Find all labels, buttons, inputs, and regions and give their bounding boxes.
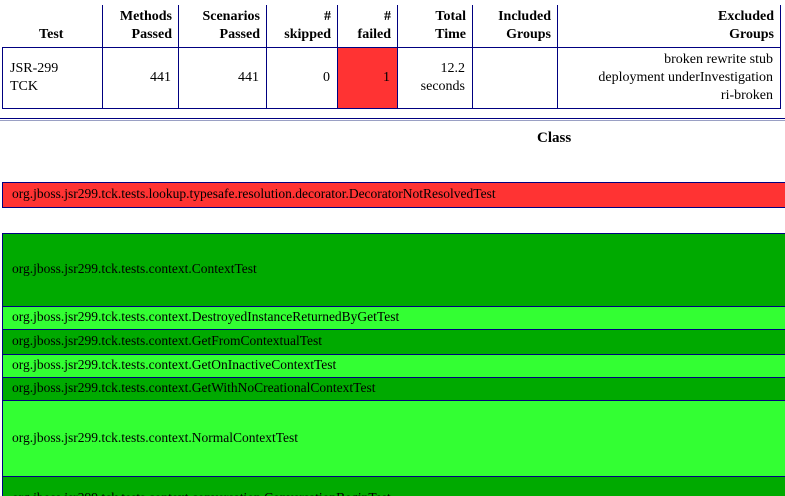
- header-line: Excluded: [717, 9, 774, 24]
- class-name-label: org.jboss.jsr299.tck.tests.context.Norma…: [12, 429, 299, 445]
- header-line: Groups: [729, 26, 774, 42]
- class-result-bar: org.jboss.jsr299.tck.tests.context.Conte…: [2, 232, 785, 307]
- header-num-failed: # failed: [337, 5, 398, 48]
- class-result-bar: org.jboss.jsr299.tck.tests.context.conve…: [2, 475, 785, 496]
- class-result-bar: org.jboss.jsr299.tck.tests.context.GetWi…: [2, 376, 785, 401]
- cell-total-time: 12.2 seconds: [397, 47, 473, 109]
- test-name-line: TCK: [10, 79, 38, 94]
- header-line: #: [324, 9, 331, 24]
- class-name-label: org.jboss.jsr299.tck.tests.context.GetFr…: [12, 333, 323, 349]
- header-scenarios-passed: Scenarios Passed: [178, 5, 267, 48]
- excluded-group-line: ri-broken: [720, 88, 773, 104]
- header-line: failed: [357, 26, 391, 42]
- header-num-skipped: # skipped: [266, 5, 338, 48]
- passed-classes-list: org.jboss.jsr299.tck.tests.context.Conte…: [0, 232, 785, 496]
- class-result-bar: org.jboss.jsr299.tck.tests.context.Norma…: [2, 399, 785, 477]
- class-result-bar-failed: org.jboss.jsr299.tck.tests.lookup.typesa…: [2, 181, 785, 208]
- header-methods-passed: Methods Passed: [102, 5, 179, 48]
- summary-table: Test Methods Passed Scenarios Passed # s…: [2, 5, 781, 109]
- test-name-line: JSR-299: [10, 60, 59, 76]
- header-line: Test: [39, 26, 64, 42]
- class-result-bar: org.jboss.jsr299.tck.tests.context.Destr…: [2, 305, 785, 330]
- class-result-bar: org.jboss.jsr299.tck.tests.context.GetFr…: [2, 328, 785, 355]
- cell-num-failed: 1: [337, 47, 398, 109]
- class-name-label: org.jboss.jsr299.tck.tests.lookup.typesa…: [12, 186, 496, 202]
- cell-excluded-groups: broken rewrite stub deployment underInve…: [557, 47, 781, 109]
- summary-data-row: JSR-299 TCK 441 441 0 1 12.2 seconds bro…: [2, 47, 781, 109]
- header-test: Test: [2, 5, 103, 48]
- header-line: Time: [435, 26, 466, 42]
- class-column-heading: Class: [537, 130, 572, 146]
- header-line: Scenarios: [202, 9, 260, 24]
- cell-num-skipped: 0: [266, 47, 338, 109]
- header-line: #: [384, 9, 391, 24]
- header-line: Methods: [119, 9, 172, 24]
- total-time-line: 12.2: [440, 60, 466, 76]
- header-line: Passed: [131, 26, 172, 42]
- class-name-label: org.jboss.jsr299.tck.tests.context.Destr…: [12, 309, 400, 325]
- class-result-bar: org.jboss.jsr299.tck.tests.context.GetOn…: [2, 353, 785, 378]
- class-name-label: org.jboss.jsr299.tck.tests.context.conve…: [12, 490, 391, 496]
- header-line: Included: [498, 9, 551, 24]
- total-time-line: seconds: [420, 79, 465, 94]
- header-total-time: Total Time: [397, 5, 473, 48]
- header-line: Groups: [506, 26, 551, 42]
- header-included-groups: Included Groups: [472, 5, 558, 48]
- class-name-label: org.jboss.jsr299.tck.tests.context.GetOn…: [12, 357, 337, 373]
- header-line: Passed: [219, 26, 260, 42]
- cell-included-groups: [472, 47, 558, 109]
- excluded-group-line: deployment underInvestigation: [598, 69, 773, 85]
- cell-scenarios-passed: 441: [178, 47, 267, 109]
- header-excluded-groups: Excluded Groups: [557, 5, 781, 48]
- summary-header-row: Test Methods Passed Scenarios Passed # s…: [2, 5, 781, 48]
- header-line: skipped: [284, 26, 331, 42]
- class-name-label: org.jboss.jsr299.tck.tests.context.GetWi…: [12, 380, 376, 396]
- cell-test-name: JSR-299 TCK: [2, 47, 103, 109]
- header-line: Total: [435, 9, 466, 24]
- class-name-label: org.jboss.jsr299.tck.tests.context.Conte…: [12, 261, 257, 277]
- excluded-group-line: broken rewrite stub: [664, 51, 773, 67]
- cell-methods-passed: 441: [102, 47, 179, 109]
- horizontal-rule: [0, 118, 785, 121]
